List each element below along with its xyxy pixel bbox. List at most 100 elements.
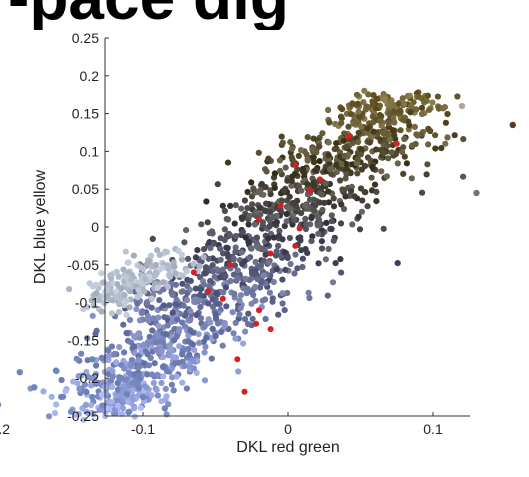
cloud-point xyxy=(406,92,413,99)
cloud-point xyxy=(90,302,97,309)
cloud-point xyxy=(383,173,390,180)
cloud-point xyxy=(357,185,365,192)
cloud-point xyxy=(100,279,107,286)
cloud-point xyxy=(353,91,361,98)
cloud-point xyxy=(429,99,436,106)
cloud-point xyxy=(73,355,80,362)
red-point xyxy=(292,242,299,249)
cloud-point xyxy=(116,344,123,351)
cloud-point xyxy=(162,248,169,255)
cloud-point xyxy=(93,281,100,288)
cloud-point xyxy=(120,321,127,328)
cloud-point xyxy=(377,136,384,143)
cloud-point xyxy=(332,260,339,267)
cloud-point xyxy=(123,273,130,280)
cloud-point xyxy=(48,393,55,400)
y-tick-label: -0.25 xyxy=(67,408,99,424)
cloud-point xyxy=(232,319,239,326)
blue-point xyxy=(52,367,60,374)
cloud-point xyxy=(303,221,310,228)
cloud-point xyxy=(316,220,323,227)
cloud-point xyxy=(270,213,277,220)
cloud-point xyxy=(265,235,272,242)
red-point xyxy=(253,320,260,327)
cloud-point xyxy=(231,262,238,269)
cloud-point xyxy=(148,295,155,302)
y-axis-label: DKL blue yellow xyxy=(32,169,49,284)
cloud-point xyxy=(80,416,87,423)
cloud-point xyxy=(98,308,105,315)
cloud-point xyxy=(92,380,100,388)
cloud-point xyxy=(236,297,243,304)
cloud-point xyxy=(121,349,128,356)
cloud-point xyxy=(159,363,167,371)
cloud-point xyxy=(156,297,163,304)
blue-point xyxy=(118,375,125,382)
cloud-point xyxy=(160,302,167,309)
cloud-point xyxy=(289,199,297,207)
cloud-point xyxy=(281,223,288,230)
cloud-point xyxy=(197,303,204,311)
cloud-point xyxy=(302,202,309,209)
cloud-point xyxy=(425,125,432,132)
cloud-point xyxy=(162,385,169,392)
cloud-point xyxy=(405,118,412,125)
cloud-point xyxy=(271,184,278,191)
cloud-point xyxy=(260,191,267,198)
cloud-point xyxy=(204,219,211,226)
cloud-point xyxy=(434,93,441,100)
cloud-point xyxy=(179,319,186,326)
cloud-point xyxy=(407,109,414,116)
cloud-point xyxy=(419,189,426,196)
cloud-point xyxy=(255,149,262,156)
cloud-point xyxy=(136,292,143,299)
cloud-point xyxy=(444,134,451,141)
cloud-point xyxy=(123,311,130,319)
cloud-point xyxy=(330,237,337,244)
cloud-point xyxy=(143,384,150,391)
cloud-point xyxy=(408,175,415,182)
cloud-point xyxy=(120,266,127,273)
cloud-point xyxy=(460,136,467,143)
cloud-point xyxy=(84,335,91,342)
cloud-point xyxy=(104,292,111,299)
cloud-point xyxy=(355,213,362,220)
cloud-point xyxy=(145,317,152,324)
cloud-point xyxy=(454,93,461,100)
cloud-point xyxy=(126,316,134,323)
cloud-point xyxy=(200,281,207,288)
cloud-point xyxy=(341,152,348,159)
cloud-point xyxy=(442,119,449,126)
cloud-point xyxy=(423,171,430,178)
cloud-point xyxy=(412,140,419,148)
cloud-point xyxy=(226,232,234,239)
cloud-point xyxy=(185,332,192,339)
cloud-point xyxy=(281,187,288,194)
cloud-point xyxy=(388,149,395,156)
cloud-point xyxy=(201,323,208,330)
y-tick-label: 0.05 xyxy=(72,181,99,197)
red-point xyxy=(345,133,352,140)
cloud-point xyxy=(351,193,358,200)
cloud-point xyxy=(299,263,306,271)
cloud-point xyxy=(183,227,190,234)
cloud-point xyxy=(149,235,156,242)
cloud-point xyxy=(67,408,75,415)
cloud-point xyxy=(270,234,277,241)
cloud-point xyxy=(312,167,319,174)
cloud-point xyxy=(385,155,392,162)
cloud-point xyxy=(273,248,280,255)
cloud-point xyxy=(292,251,299,258)
cloud-point xyxy=(442,140,449,147)
cloud-point xyxy=(212,332,219,340)
cloud-point xyxy=(401,100,408,107)
cloud-point xyxy=(282,266,289,273)
cloud-point xyxy=(138,309,145,317)
cloud-point xyxy=(254,276,261,283)
cloud-point xyxy=(183,385,190,392)
cloud-point xyxy=(190,329,197,336)
cloud-point xyxy=(53,401,60,408)
cloud-point xyxy=(302,215,309,222)
cloud-point xyxy=(119,405,127,412)
cloud-point xyxy=(358,166,365,173)
